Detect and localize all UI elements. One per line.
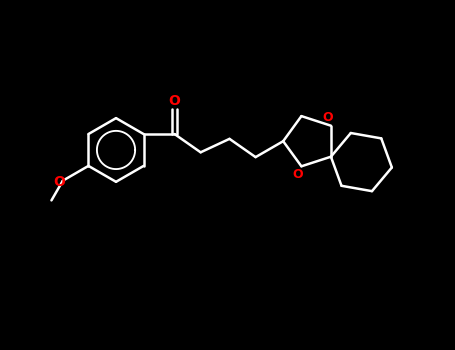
- Text: O: O: [293, 168, 303, 181]
- Text: O: O: [53, 175, 65, 189]
- Text: O: O: [169, 94, 181, 108]
- Text: O: O: [322, 111, 333, 124]
